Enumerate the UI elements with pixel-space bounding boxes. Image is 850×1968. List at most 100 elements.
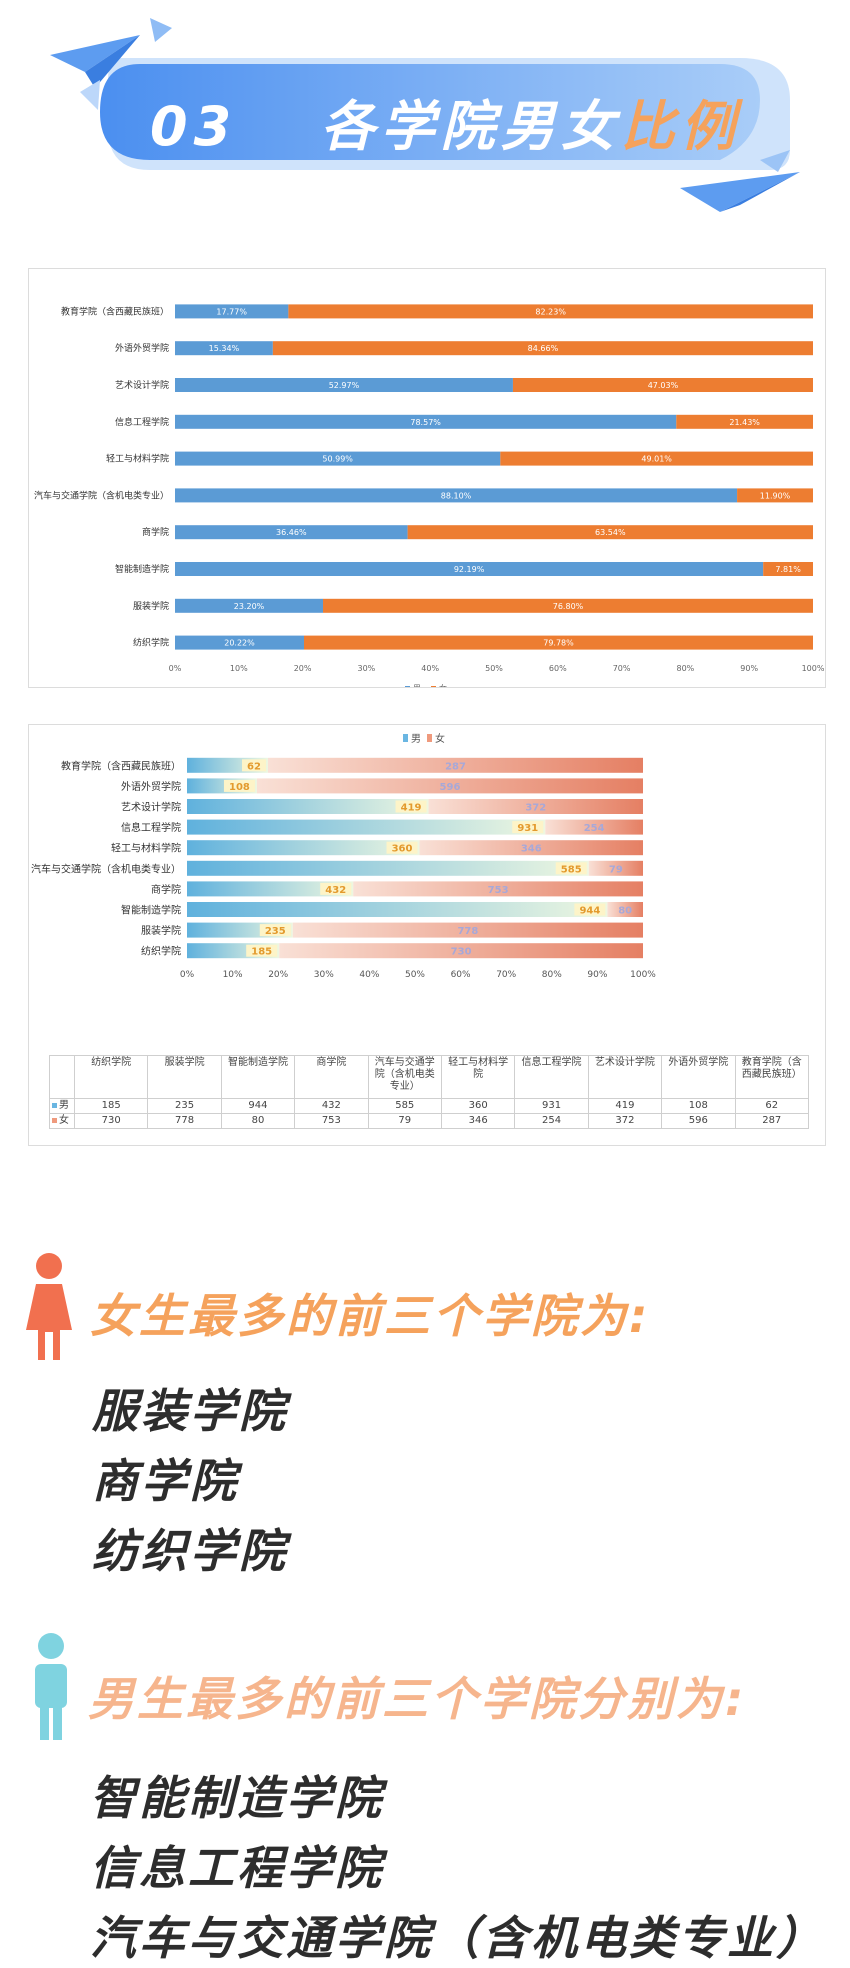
category-label: 服装学院 <box>133 600 169 612</box>
legend-swatch-male <box>405 686 410 691</box>
male-item-3: 汽车与交通学院（含机电类专业） <box>90 1911 825 1965</box>
title-highlight: 比例 <box>620 95 741 158</box>
x-tick-label: 50% <box>405 970 425 980</box>
paper-plane-icon <box>760 150 790 172</box>
category-label: 外语外贸学院 <box>121 780 181 793</box>
bar-female <box>407 525 813 540</box>
male-item-2: 信息工程学院 <box>90 1841 384 1895</box>
legend-swatch-female <box>427 734 432 742</box>
x-tick-label: 10% <box>223 970 243 980</box>
data-label-bg-male <box>555 862 587 875</box>
bar-female <box>272 341 813 356</box>
table-cell: 80 <box>220 1113 296 1129</box>
table-column-header: 艺术设计学院 <box>587 1055 663 1099</box>
count-chart-panel: 男女教育学院（含西藏民族班） 62 287 外语外贸学院 108 596 艺术设计学院 419… <box>28 724 826 1146</box>
table-row-label: 男 <box>49 1098 75 1114</box>
table-column-header: 轻工与材料学院 <box>440 1055 516 1099</box>
table-cell: 778 <box>147 1113 222 1129</box>
table-row-label: 女 <box>49 1113 75 1129</box>
bar-male <box>175 451 501 466</box>
data-label-bg-male <box>386 841 418 854</box>
title-main: 各学院男女 <box>320 95 621 158</box>
category-label: 智能制造学院 <box>115 563 169 575</box>
bar-female <box>304 635 813 650</box>
table-column-header: 智能制造学院 <box>220 1055 296 1099</box>
table-cell: 62 <box>734 1098 810 1114</box>
data-label-bg-male <box>512 821 544 834</box>
category-label: 商学院 <box>142 526 169 538</box>
table-column-header: 外语外贸学院 <box>661 1055 736 1099</box>
table-cell: 254 <box>514 1113 589 1129</box>
data-label-female: 47.03% <box>648 381 679 390</box>
table-column-header: 信息工程学院 <box>514 1055 589 1099</box>
section-number: 03 <box>150 95 238 158</box>
data-label-female: 254 <box>584 823 605 834</box>
data-label-female: 76.80% <box>553 602 584 611</box>
legend-swatch <box>52 1117 57 1123</box>
data-label-female: 596 <box>440 782 461 793</box>
bar-female <box>588 860 643 876</box>
data-label-female: 79 <box>609 864 623 875</box>
x-tick-label: 60% <box>549 664 567 673</box>
x-tick-label: 90% <box>740 664 758 673</box>
legend-label-male: 男 <box>411 733 421 745</box>
bar-female <box>288 304 814 319</box>
data-label-male: 20.22% <box>224 639 255 648</box>
data-label-female: 21.43% <box>729 418 760 427</box>
x-tick-label: 80% <box>542 970 562 980</box>
table-cell: 585 <box>367 1098 442 1114</box>
female-section-title: 女生最多的前三个学院为: <box>90 1289 651 1343</box>
bar-male <box>175 304 289 319</box>
female-item-3: 纺织学院 <box>92 1524 288 1578</box>
category-label: 汽车与交通学院（含机电类专业） <box>34 489 169 501</box>
bar-male <box>175 488 738 503</box>
table-cell: 944 <box>220 1098 296 1114</box>
x-tick-label: 100% <box>630 970 656 980</box>
bar-female <box>607 902 643 917</box>
bar-male <box>175 525 408 540</box>
male-item-1: 智能制造学院 <box>90 1771 384 1825</box>
bar-female <box>353 881 643 897</box>
data-label-female: 346 <box>521 844 542 855</box>
table-cell: 753 <box>294 1113 369 1129</box>
data-label-bg-male <box>574 903 606 916</box>
data-label-male: 17.77% <box>216 307 247 316</box>
data-label-female: 11.90% <box>760 491 791 500</box>
x-tick-label: 90% <box>587 970 607 980</box>
data-label-female: 730 <box>451 947 472 958</box>
table-column-header: 服装学院 <box>147 1055 222 1099</box>
category-label: 纺织学院 <box>141 945 181 958</box>
x-tick-label: 80% <box>677 664 695 673</box>
table-column-header: 商学院 <box>294 1055 369 1099</box>
table-cell: 432 <box>294 1098 369 1114</box>
data-label-female: 753 <box>488 885 509 896</box>
x-tick-label: 30% <box>314 970 334 980</box>
category-label: 轻工与材料学院 <box>106 453 169 465</box>
x-tick-label: 40% <box>421 664 439 673</box>
bar-female <box>292 922 643 938</box>
data-label-male: 88.10% <box>441 491 472 500</box>
data-label-male: 78.57% <box>410 418 441 427</box>
data-label-male: 432 <box>325 885 346 896</box>
bar-female <box>512 378 813 392</box>
table-cell: 360 <box>440 1098 516 1114</box>
data-label-male: 108 <box>229 782 250 793</box>
data-label-male: 36.46% <box>276 528 307 537</box>
data-label-female: 82.23% <box>535 307 566 316</box>
bar-male <box>187 840 420 856</box>
category-label: 智能制造学院 <box>121 904 181 917</box>
table-cell: 730 <box>73 1113 149 1129</box>
bar-female <box>419 840 643 856</box>
table-cell: 79 <box>367 1113 442 1129</box>
x-tick-label: 0% <box>169 664 182 673</box>
bar-male <box>175 635 305 650</box>
legend-label-female: 女 <box>439 683 447 687</box>
ratio-chart-panel: 教育学院（含西藏民族班） 17.77% 82.23% 外语外贸学院 15.34% 84.6… <box>28 268 826 693</box>
x-tick-label: 40% <box>359 970 379 980</box>
legend-swatch <box>52 1102 57 1108</box>
category-label: 商学院 <box>151 883 181 896</box>
table-cell: 346 <box>440 1113 516 1129</box>
category-label: 服装学院 <box>141 924 181 937</box>
bar-female <box>323 598 813 613</box>
female-figure-icon <box>26 1253 72 1360</box>
